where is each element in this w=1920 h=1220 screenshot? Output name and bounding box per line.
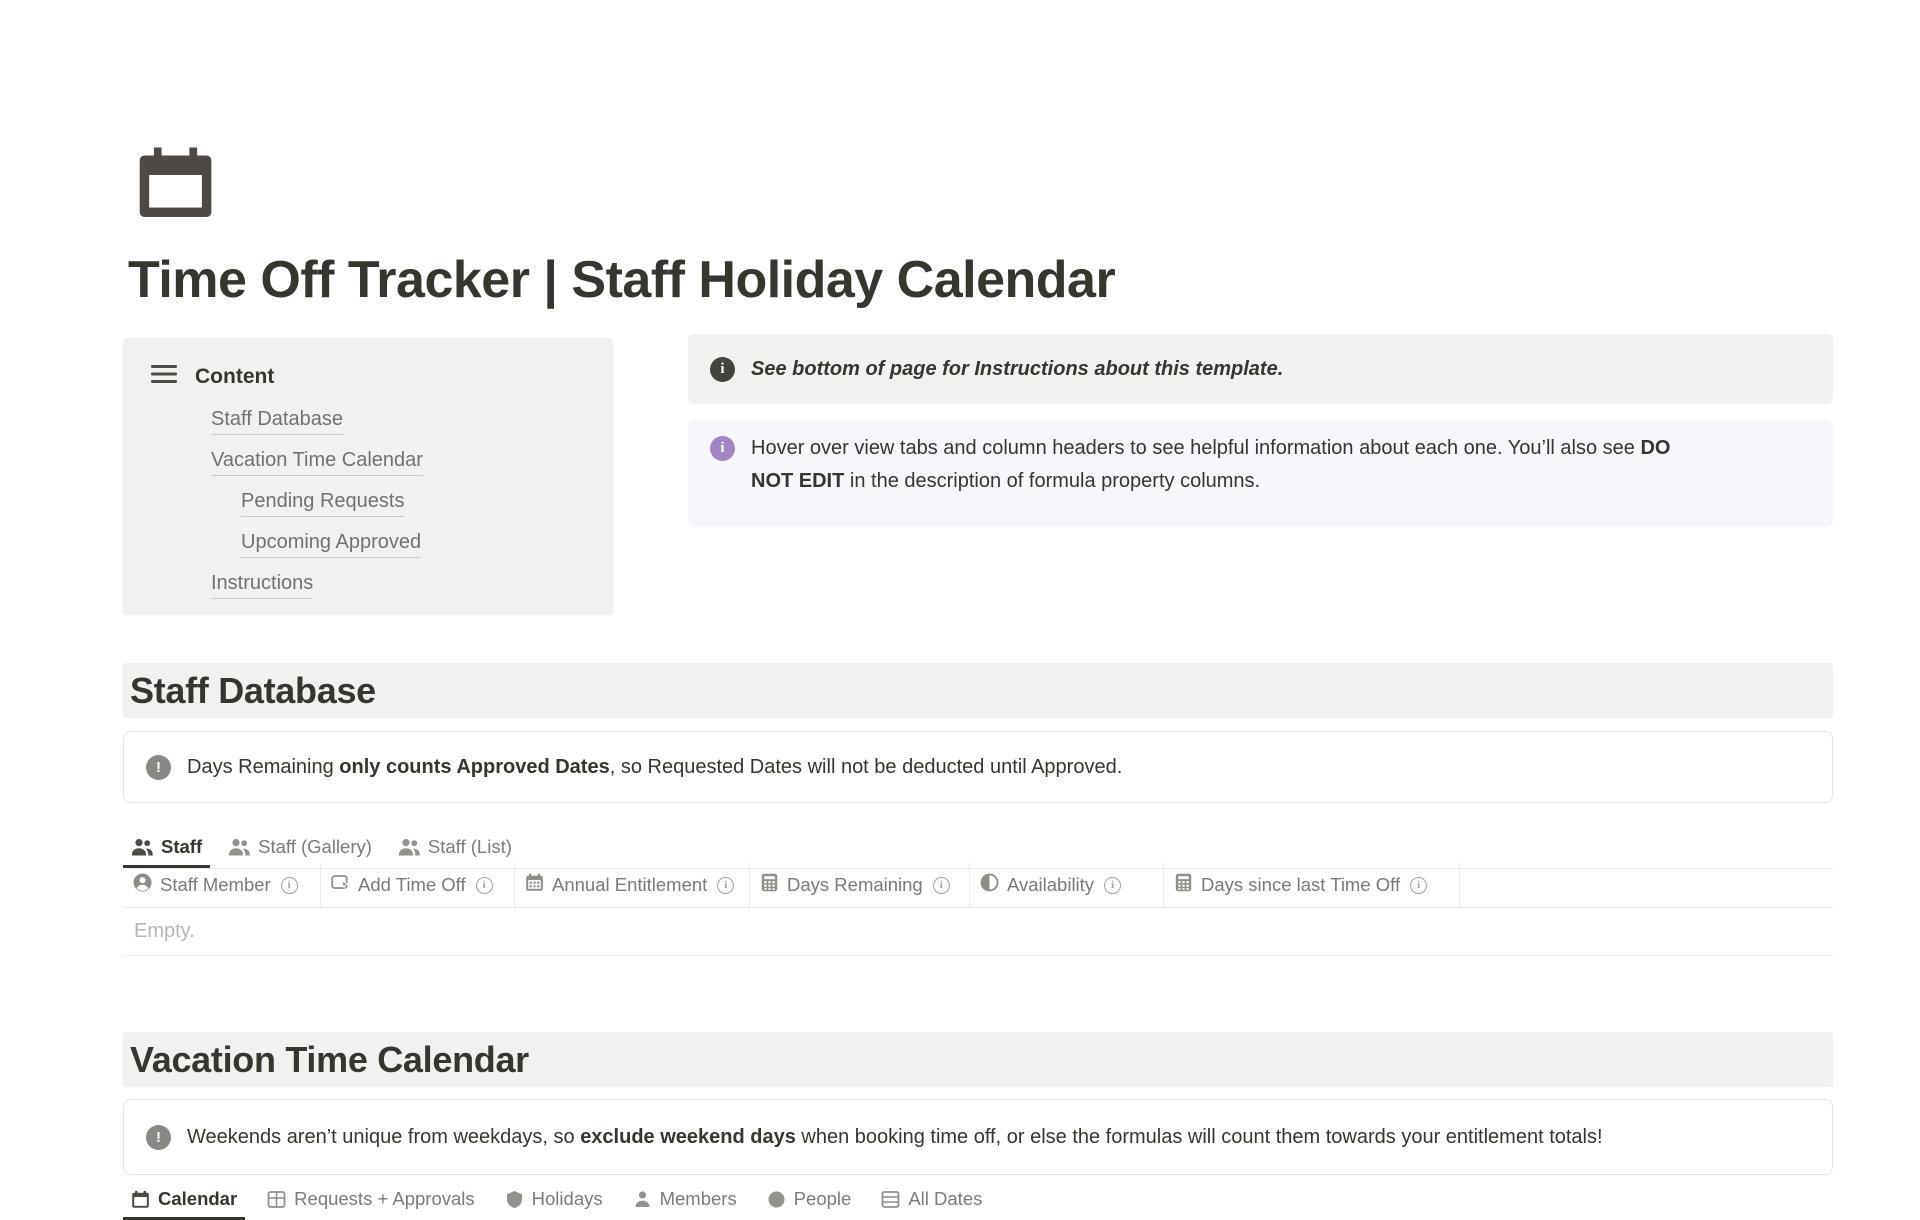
tab-label: Holidays <box>531 1188 603 1209</box>
tab-label: Staff (Gallery) <box>258 836 372 857</box>
days-remaining-warning-text: Days Remaining only counts Approved Date… <box>187 755 1123 778</box>
tab-requests-approvals[interactable]: Requests + Approvals <box>259 1184 482 1220</box>
vacation-calendar-heading-band: Vacation Time Calendar <box>123 1032 1833 1087</box>
toc-link-instructions[interactable]: Instructions <box>211 571 314 599</box>
tab-label: All Dates <box>908 1188 983 1209</box>
vacation-calendar-view-tabs: Calendar Requests + Approvals Holidays M… <box>123 1184 1833 1220</box>
hover-note-text: Hover over view tabs and column headers … <box>751 437 1671 492</box>
tab-label: Requests + Approvals <box>294 1188 475 1209</box>
page-calendar-icon[interactable] <box>138 146 216 220</box>
calendar-icon <box>131 1190 150 1209</box>
tab-staff-list[interactable]: Staff (List) <box>390 832 520 868</box>
staff-table-header: Staff Member i Add Time Off i Annual Ent… <box>123 863 1833 908</box>
person-icon <box>633 1190 652 1209</box>
info-icon: i <box>1104 876 1122 894</box>
tab-members[interactable]: Members <box>625 1184 745 1220</box>
warning-icon: ! <box>146 1124 171 1150</box>
info-icon: i <box>932 876 950 894</box>
weekends-warning-callout: ! Weekends aren’t unique from weekdays, … <box>123 1099 1833 1175</box>
pie-icon <box>980 873 999 897</box>
tab-label: Members <box>659 1188 737 1209</box>
table-of-contents: Content Staff Database Vacation Time Cal… <box>123 338 613 615</box>
info-icon: i <box>280 876 298 894</box>
calendar-icon <box>525 873 544 897</box>
warning-icon: ! <box>146 754 171 780</box>
table-icon <box>267 1190 286 1209</box>
people-icon <box>398 838 420 856</box>
weekends-warning-text: Weekends aren’t unique from weekdays, so… <box>187 1125 1603 1148</box>
calculator-icon <box>760 873 779 897</box>
tab-holidays[interactable]: Holidays <box>497 1184 611 1220</box>
shield-icon <box>505 1190 524 1209</box>
toc-hamburger-icon <box>151 364 177 389</box>
page-title: Time Off Tracker | Staff Holiday Calenda… <box>128 251 1116 309</box>
template-note-callout: i See bottom of page for Instructions ab… <box>688 334 1833 404</box>
tab-all-dates[interactable]: All Dates <box>873 1184 990 1220</box>
toc-link-pending-requests[interactable]: Pending Requests <box>241 489 405 517</box>
tab-staff-gallery[interactable]: Staff (Gallery) <box>220 832 380 868</box>
toc-title: Content <box>195 364 275 388</box>
hover-note-callout: i Hover over view tabs and column header… <box>688 420 1833 527</box>
column-header-staff-member[interactable]: Staff Member i <box>123 863 321 907</box>
person-circle-icon <box>133 873 152 897</box>
info-icon: i <box>717 876 735 894</box>
staff-database-view-tabs: Staff Staff (Gallery) Staff (List) <box>123 832 1833 869</box>
tab-staff[interactable]: Staff <box>123 832 211 868</box>
people-icon <box>228 838 250 856</box>
info-icon: i <box>1410 876 1428 894</box>
column-header-add-time-off[interactable]: Add Time Off i <box>321 863 515 907</box>
tab-calendar[interactable]: Calendar <box>123 1184 246 1220</box>
calculator-icon <box>1174 873 1193 897</box>
column-header-availability[interactable]: Availability i <box>970 863 1164 907</box>
info-icon: i <box>710 356 735 382</box>
column-header-annual-entitlement[interactable]: Annual Entitlement i <box>515 863 750 907</box>
toc-link-upcoming-approved[interactable]: Upcoming Approved <box>241 530 422 558</box>
tab-label: Staff <box>161 836 203 857</box>
staff-database-heading-band: Staff Database <box>123 663 1833 718</box>
tab-people[interactable]: People <box>759 1184 860 1220</box>
column-header-days-remaining[interactable]: Days Remaining i <box>750 863 970 907</box>
tab-label: People <box>793 1188 852 1209</box>
button-icon <box>331 873 350 897</box>
people-icon <box>131 838 153 856</box>
toc-link-vacation-time-calendar[interactable]: Vacation Time Calendar <box>211 448 423 476</box>
info-icon: i <box>475 876 493 894</box>
table-icon <box>881 1190 900 1209</box>
days-remaining-warning-callout: ! Days Remaining only counts Approved Da… <box>123 731 1833 803</box>
column-header-days-since-last-time-off[interactable]: Days since last Time Off i <box>1164 863 1460 907</box>
info-icon: i <box>710 436 735 461</box>
tab-label: Staff (List) <box>427 836 512 857</box>
toc-link-staff-database[interactable]: Staff Database <box>211 407 343 435</box>
staff-database-heading: Staff Database <box>130 669 376 711</box>
tab-label: Calendar <box>158 1188 238 1209</box>
empty-label: Empty. <box>134 920 195 942</box>
staff-table-empty-row[interactable]: Empty. <box>123 908 1833 956</box>
vacation-calendar-heading: Vacation Time Calendar <box>130 1038 529 1080</box>
template-note-text: See bottom of page for Instructions abou… <box>751 357 1284 380</box>
circle-icon <box>767 1190 786 1209</box>
